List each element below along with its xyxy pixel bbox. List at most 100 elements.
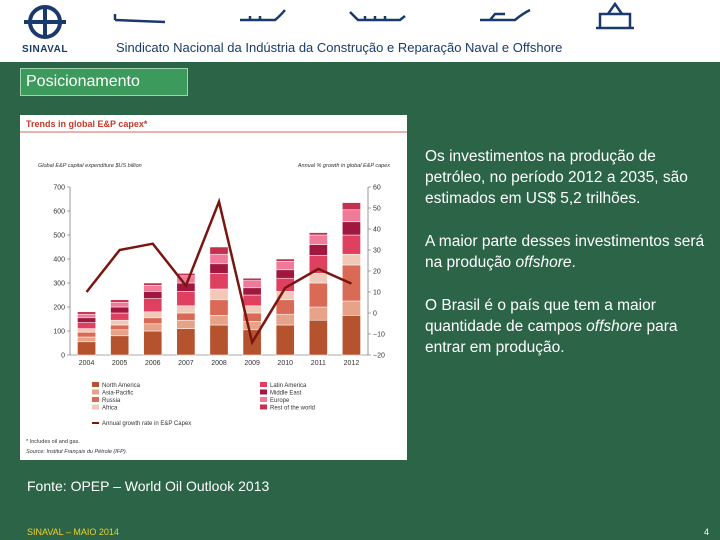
y2-tick-label: −20 [373,353,385,360]
y2-tick-label: 30 [373,248,381,255]
y-tick-label: 300 [53,281,65,288]
bar-segment [143,330,163,356]
legend-label: Latin America [270,383,307,389]
legend-label: Asia-Pacific [102,391,133,397]
x-tick-label: 2007 [178,360,194,367]
bar-segment [342,234,361,255]
y-axis-label: Global E&P capital expenditure $US billi… [38,163,142,169]
y-tick-label: 0 [61,353,65,360]
bar-segment [308,234,328,245]
ships-icon-strip [113,2,634,30]
bar-segment [275,324,295,356]
legend-swatch [260,404,267,410]
header-bar: SINAVAL Sindicato Nacional da Indústria … [0,0,720,62]
sinaval-emblem-icon [24,5,66,39]
bar-segment [143,285,163,292]
chart-source: Source: Institut Français du Pétrole (IF… [26,449,127,455]
bar-segment [209,246,229,255]
bar-segment [176,305,196,314]
legend-label: Europe [270,398,290,404]
bar-segment [342,315,361,356]
paragraph-1: Os investimentos na produção de petróleo… [425,148,688,207]
bar-segment [308,319,328,356]
bar-segment [176,312,196,321]
legend-swatch [92,397,99,402]
legend-swatch [92,389,99,395]
chart-footnote: * Includes oil and gas. [26,439,80,445]
bar-segment [77,336,96,343]
source-note: Fonte: OPEP – World Oil Outlook 2013 [27,478,270,494]
capex-chart: Trends in global E&P capex* Global E&P ca… [20,115,407,460]
paragraph-3: O Brasil é o país que tem a maior quanti… [425,297,678,356]
y-tick-label: 100 [53,329,65,336]
legend-label: Rest of the world [270,406,315,412]
bar-segment [209,324,229,356]
bar-segment [77,317,96,323]
bar-segment [342,221,361,236]
y2-tick-label: −10 [373,332,385,339]
bar-segment [110,306,130,314]
legend-swatch [260,389,267,395]
bar-segment [143,298,163,313]
legend-label: North America [102,383,141,389]
bar-segment [209,273,229,290]
legend-label: Russia [102,398,121,404]
legend-swatch [92,404,99,410]
bar-segment [77,311,96,315]
bar-segment [209,315,229,326]
y2-tick-label: 60 [373,185,381,192]
section-tag: Posicionamento [20,68,188,96]
x-tick-label: 2012 [344,360,360,367]
y-tick-label: 700 [53,185,65,192]
bar-segment [275,269,295,279]
bar-segment [308,244,328,256]
bar-segment [110,335,130,356]
page-number: 4 [704,527,710,537]
y2-tick-label: 50 [373,206,381,213]
bar-segment [209,288,229,301]
bar-segment [275,261,295,271]
bar-segment [110,324,130,331]
bar-segment [242,287,262,296]
bar-segment [209,263,229,274]
legend-label: Africa [102,406,118,412]
bar-segment [308,306,328,321]
bar-segment [77,322,96,329]
chart-title: Trends in global E&P capex* [26,119,148,129]
sinaval-logo: SINAVAL [10,4,80,58]
legend-swatch [260,382,267,387]
bar-segment [143,311,163,319]
bar-segment [176,273,196,277]
y2-axis-label: Annual % growth in global E&P capex [297,163,390,169]
chart-svg: Trends in global E&P capex* Global E&P ca… [20,119,407,455]
bar-segment [176,328,196,356]
bar-segment [308,232,328,236]
bar-segment [77,341,96,356]
bar-segment [308,273,328,284]
bar-segment [209,253,229,265]
bar-segment [110,299,130,303]
legend-label: Middle East [270,391,302,397]
bar-segment [77,328,96,333]
bar-segment [242,280,262,289]
y-tick-label: 400 [53,257,65,264]
bar-segment [342,202,361,211]
bar-segment [176,319,196,329]
y-tick-label: 500 [53,233,65,240]
x-tick-label: 2006 [145,360,161,367]
bar-segment [110,329,130,337]
x-tick-label: 2004 [79,360,95,367]
logo-text: SINAVAL [22,44,68,55]
bar-segment [110,312,130,321]
x-tick-label: 2010 [277,360,293,367]
bar-segment [77,313,96,319]
bar-segment [242,294,262,307]
bar-segment [242,277,262,281]
bar-segment [176,291,196,307]
y2-tick-label: 10 [373,290,381,297]
x-tick-label: 2008 [211,360,227,367]
bar-segment [275,258,295,262]
legend-line-label: Annual growth rate in E&P Capex [102,421,191,427]
bar-segment [209,299,229,316]
header-title: Sindicato Nacional da Indústria da Const… [116,40,563,55]
